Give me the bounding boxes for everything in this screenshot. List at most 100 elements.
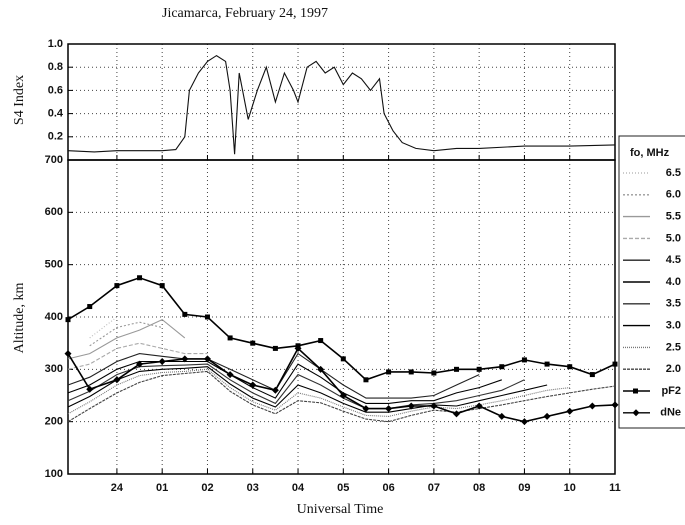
marker: [611, 401, 619, 409]
y-axis-label: Altitude, km: [12, 283, 27, 354]
marker: [203, 355, 211, 363]
legend-label: pF2: [661, 385, 681, 397]
marker: [475, 402, 483, 410]
plot-frame: [67, 159, 616, 475]
legend-marker: [633, 388, 638, 394]
x-tick-label: 06: [382, 482, 394, 494]
marker: [159, 283, 165, 289]
marker: [86, 385, 94, 393]
marker: [430, 402, 438, 410]
x-tick-label: 24: [111, 482, 124, 494]
legend-label: 3.5: [666, 298, 681, 310]
marker: [386, 369, 392, 375]
x-tick-label: 04: [292, 482, 305, 494]
marker: [137, 275, 143, 281]
marker: [612, 361, 618, 367]
x-axis-label: Universal Time: [297, 502, 384, 517]
marker: [249, 381, 257, 389]
marker: [499, 364, 505, 370]
y-tick-label: 0.6: [48, 84, 63, 96]
y-tick-label: 0.4: [48, 108, 64, 120]
marker: [294, 344, 302, 352]
marker: [543, 412, 551, 420]
marker: [114, 283, 120, 289]
legend-label: 4.0: [666, 276, 681, 288]
marker: [339, 392, 347, 399]
marker: [544, 361, 550, 367]
marker: [250, 340, 256, 346]
series-line: [67, 360, 502, 404]
y-tick-label: 700: [45, 154, 63, 166]
marker: [113, 376, 121, 384]
marker: [454, 366, 460, 372]
x-tick-label: 07: [428, 482, 440, 494]
series-line: [67, 368, 570, 417]
y-tick-label: 200: [45, 416, 63, 428]
series-line: [89, 321, 163, 347]
legend-label: 6.5: [666, 167, 681, 179]
legend-label: 5.5: [666, 211, 681, 223]
y-tick-label: 600: [45, 206, 63, 218]
chart-title: Jicamarca, February 24, 1997: [162, 6, 328, 21]
marker: [588, 402, 596, 410]
series-line: [67, 366, 548, 413]
marker: [272, 345, 278, 351]
y-tick-label: 300: [45, 363, 63, 375]
x-tick-label: 01: [156, 482, 168, 494]
series-line: [67, 363, 525, 410]
marker: [318, 338, 324, 344]
legend-label: 4.5: [666, 254, 681, 266]
y-axis-label: S4 Index: [12, 75, 27, 125]
legend-label: 5.0: [666, 232, 681, 244]
y-tick-label: 100: [45, 468, 63, 480]
marker: [158, 357, 166, 365]
marker: [226, 371, 234, 379]
marker: [271, 386, 279, 394]
marker: [64, 350, 72, 358]
marker: [407, 402, 415, 410]
marker: [385, 405, 393, 413]
marker: [431, 370, 437, 376]
legend-label: 3.0: [666, 320, 681, 332]
series-line: [67, 54, 616, 155]
marker: [498, 412, 506, 420]
marker: [87, 304, 93, 310]
marker: [521, 357, 527, 363]
marker: [181, 355, 189, 363]
legend-label: 2.0: [666, 363, 681, 375]
legend-label: 2.5: [666, 341, 681, 353]
series-line: [67, 318, 186, 360]
marker: [65, 317, 71, 323]
legend-title: fo, MHz: [630, 147, 670, 159]
marker: [363, 377, 369, 383]
series-line: [67, 342, 208, 370]
marker: [520, 418, 528, 426]
marker: [566, 407, 574, 415]
marker: [182, 311, 188, 317]
marker: [136, 360, 144, 368]
x-tick-label: 10: [564, 482, 576, 494]
marker: [317, 365, 325, 373]
marker: [589, 372, 595, 378]
y-tick-label: 0.8: [48, 61, 63, 73]
marker: [567, 364, 573, 370]
marker: [408, 369, 414, 375]
legend-marker: [632, 409, 640, 417]
x-tick-label: 08: [473, 482, 485, 494]
series-line: [67, 370, 616, 423]
legend-label: 6.0: [666, 189, 681, 201]
marker: [204, 314, 210, 320]
y-tick-label: 1.0: [48, 38, 63, 50]
marker: [340, 356, 346, 362]
marker: [227, 335, 233, 341]
marker: [476, 366, 482, 372]
y-tick-label: 0.2: [48, 131, 63, 143]
x-tick-label: 03: [247, 482, 259, 494]
y-tick-label: 500: [45, 259, 63, 271]
x-tick-label: 05: [337, 482, 349, 494]
x-tick-label: 09: [518, 482, 530, 494]
legend-label: dNe: [660, 407, 681, 419]
y-tick-label: 400: [45, 311, 63, 323]
x-tick-label: 11: [609, 482, 621, 494]
